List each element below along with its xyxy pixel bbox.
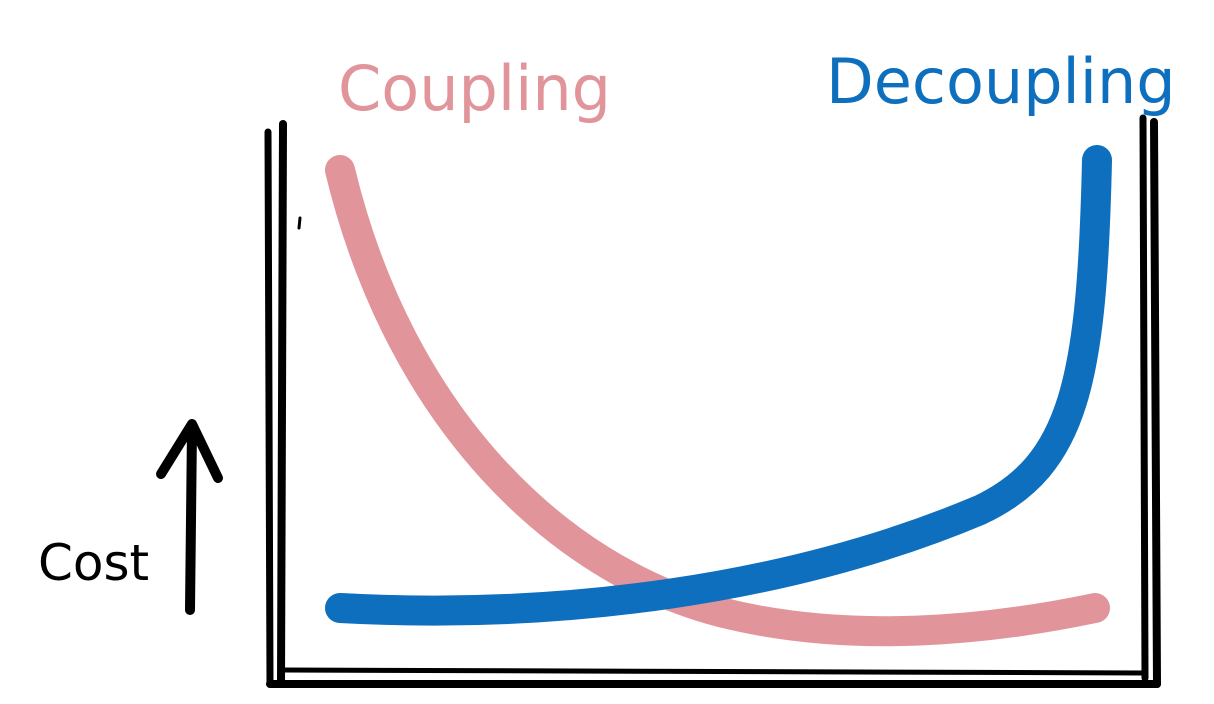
cost-label: Cost bbox=[38, 534, 149, 592]
arrow-up-icon bbox=[156, 419, 223, 615]
frame-left-border bbox=[264, 120, 302, 688]
decoupling-label: Decoupling bbox=[826, 45, 1176, 118]
decoupling-curve bbox=[325, 145, 1112, 626]
coupling-curve bbox=[325, 155, 1110, 647]
coupling-label: Coupling bbox=[338, 52, 611, 125]
frame-right-border bbox=[1139, 114, 1161, 688]
frame-bottom-border bbox=[266, 667, 1161, 688]
